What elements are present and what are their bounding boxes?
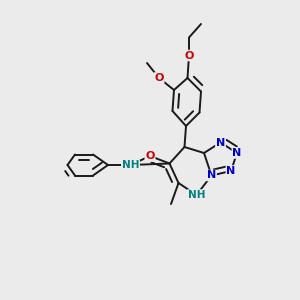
Text: NH: NH bbox=[122, 160, 139, 170]
Text: N: N bbox=[207, 170, 216, 181]
Text: O: O bbox=[184, 50, 194, 61]
Text: O: O bbox=[145, 151, 155, 161]
Text: O: O bbox=[154, 73, 164, 83]
Text: NH: NH bbox=[188, 190, 205, 200]
Text: N: N bbox=[226, 166, 236, 176]
Text: N: N bbox=[216, 137, 225, 148]
Text: N: N bbox=[232, 148, 242, 158]
